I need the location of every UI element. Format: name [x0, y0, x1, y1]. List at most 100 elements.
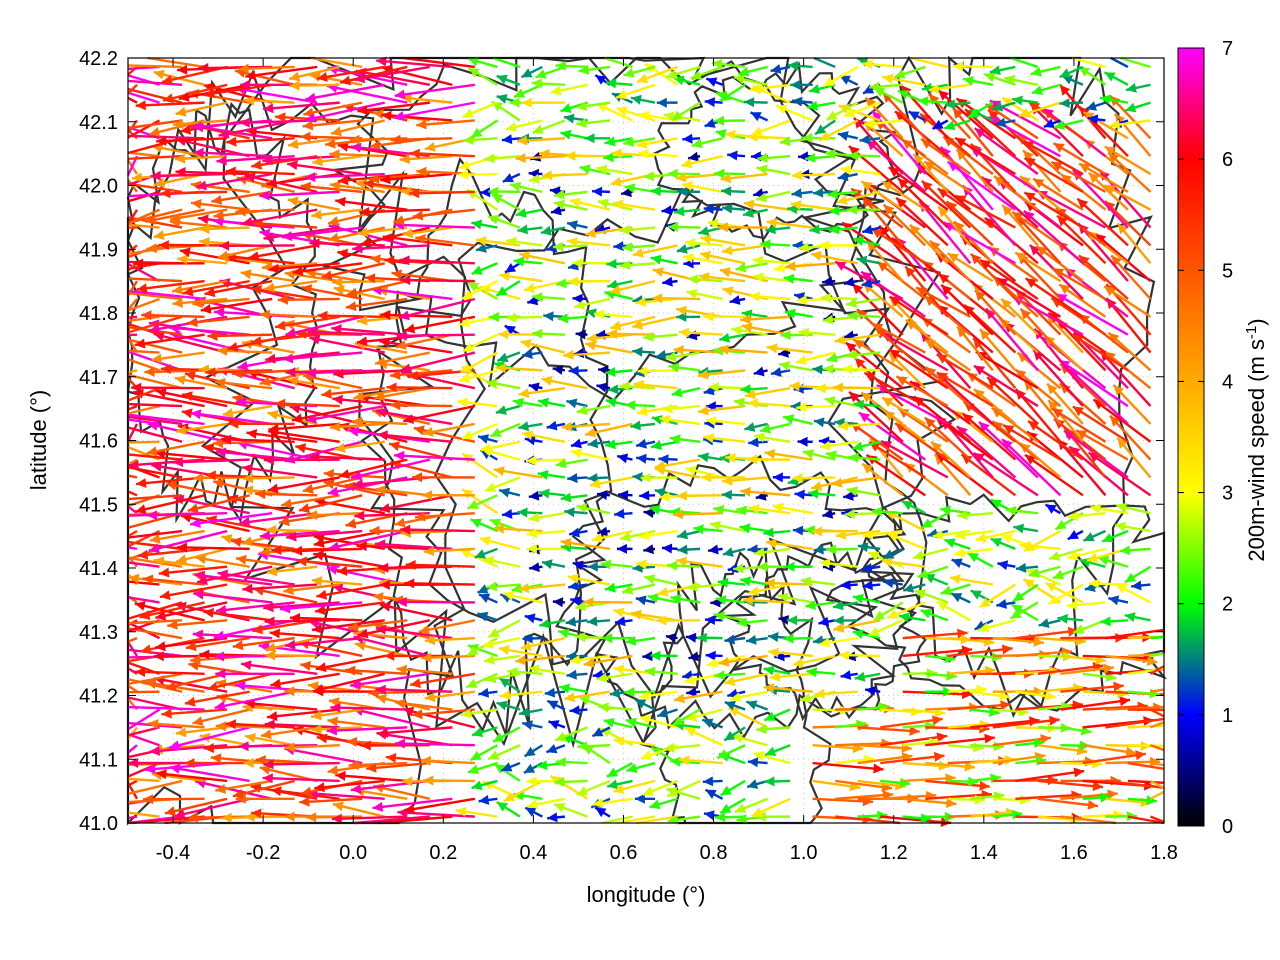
wind-arrow [915, 286, 971, 318]
wind-arrow [691, 137, 723, 149]
wind-arrow [338, 458, 408, 479]
wind-arrow [316, 65, 385, 82]
wind-arrow [856, 255, 881, 266]
wind-arrow [143, 794, 205, 805]
wind-arrow [901, 499, 926, 515]
wind-arrow [619, 260, 656, 271]
wind-arrow [984, 72, 1016, 86]
wind-arrow [861, 278, 881, 288]
wind-arrow [330, 702, 408, 713]
wind-arrow [492, 726, 521, 743]
wind-arrow [134, 333, 205, 349]
wind-arrow [819, 558, 858, 569]
wind-arrow [1023, 529, 1061, 553]
wind-arrow [813, 417, 836, 428]
wind-arrow [1023, 209, 1084, 265]
wind-arrow [662, 276, 678, 287]
wind-arrow [719, 332, 746, 343]
wind-arrow [622, 242, 656, 253]
wind-arrow [529, 562, 543, 573]
wind-arrow [127, 402, 183, 408]
wind-arrow [745, 634, 768, 645]
wind-arrow [642, 779, 678, 796]
wind-arrow [727, 706, 769, 729]
wind-arrow [311, 208, 363, 220]
wind-arrow [263, 455, 340, 465]
wind-arrow [715, 812, 746, 823]
wind-arrow [467, 494, 498, 510]
wind-arrow [625, 400, 656, 411]
wind-arrow [263, 601, 340, 613]
wind-arrow [1032, 177, 1084, 211]
wind-arrow [1001, 96, 1039, 122]
wind-arrow [766, 218, 813, 229]
wind-arrow [902, 813, 932, 824]
wind-arrow [708, 382, 746, 393]
wind-arrow [565, 616, 588, 627]
wind-arrow [357, 315, 408, 326]
wind-arrow [613, 664, 656, 676]
wind-arrow [166, 480, 228, 497]
wind-arrow [515, 654, 566, 666]
wind-arrow [756, 724, 791, 735]
wind-arrow [921, 180, 972, 229]
wind-arrow [480, 440, 521, 453]
wind-arrow [357, 619, 431, 639]
wind-arrow [487, 744, 521, 761]
wind-arrow [482, 636, 521, 649]
wind-arrow [315, 601, 385, 616]
wind-arrow [313, 672, 386, 694]
wind-arrow [316, 583, 385, 600]
wind-arrow [366, 761, 430, 773]
wind-arrow [944, 99, 971, 110]
wind-arrow [518, 421, 543, 432]
wind-arrow [567, 276, 610, 287]
wind-arrow [572, 258, 610, 269]
wind-arrow [543, 311, 565, 322]
wind-arrow [554, 776, 588, 787]
wind-arrow [760, 239, 791, 250]
wind-arrow [270, 672, 340, 689]
wind-arrow [595, 102, 633, 122]
wind-arrow [1078, 65, 1107, 86]
wind-arrow [303, 101, 363, 118]
wind-arrow [127, 627, 183, 640]
wind-arrow [869, 81, 903, 92]
wind-arrow [559, 683, 588, 694]
wind-arrow [992, 809, 1023, 820]
wind-arrow [924, 366, 972, 407]
wind-arrow [711, 59, 746, 70]
wind-arrow [424, 635, 475, 646]
wind-arrow [190, 409, 273, 426]
wind-arrow [671, 101, 701, 122]
wind-arrow [740, 576, 768, 587]
wind-arrow [624, 183, 656, 194]
wind-arrow [756, 164, 791, 176]
wind-arrow [806, 667, 836, 678]
wind-arrow [1060, 681, 1124, 693]
wind-arrow [546, 699, 566, 711]
wind-arrow [400, 524, 475, 535]
wind-arrow [260, 726, 318, 740]
wind-arrow [928, 83, 971, 94]
wind-arrow [633, 379, 678, 390]
wind-vectors [126, 56, 1165, 827]
wind-arrow [792, 473, 836, 484]
wind-arrow [403, 56, 475, 69]
wind-arrow [624, 687, 656, 698]
wind-arrow [374, 351, 431, 367]
wind-arrow [523, 762, 543, 774]
wind-arrow [813, 56, 836, 69]
wind-arrow [287, 137, 340, 150]
wind-arrow [625, 635, 656, 646]
wind-arrow [520, 339, 566, 354]
wind-arrow [733, 74, 768, 86]
wind-arrow [880, 777, 911, 788]
wind-arrow [1043, 118, 1061, 129]
wind-arrow [368, 172, 430, 184]
wind-arrow [332, 277, 385, 288]
colorbar-tick-label: 2 [1222, 594, 1233, 616]
wind-arrow [743, 199, 791, 211]
wind-arrow [460, 351, 498, 374]
wind-arrow [277, 294, 340, 305]
